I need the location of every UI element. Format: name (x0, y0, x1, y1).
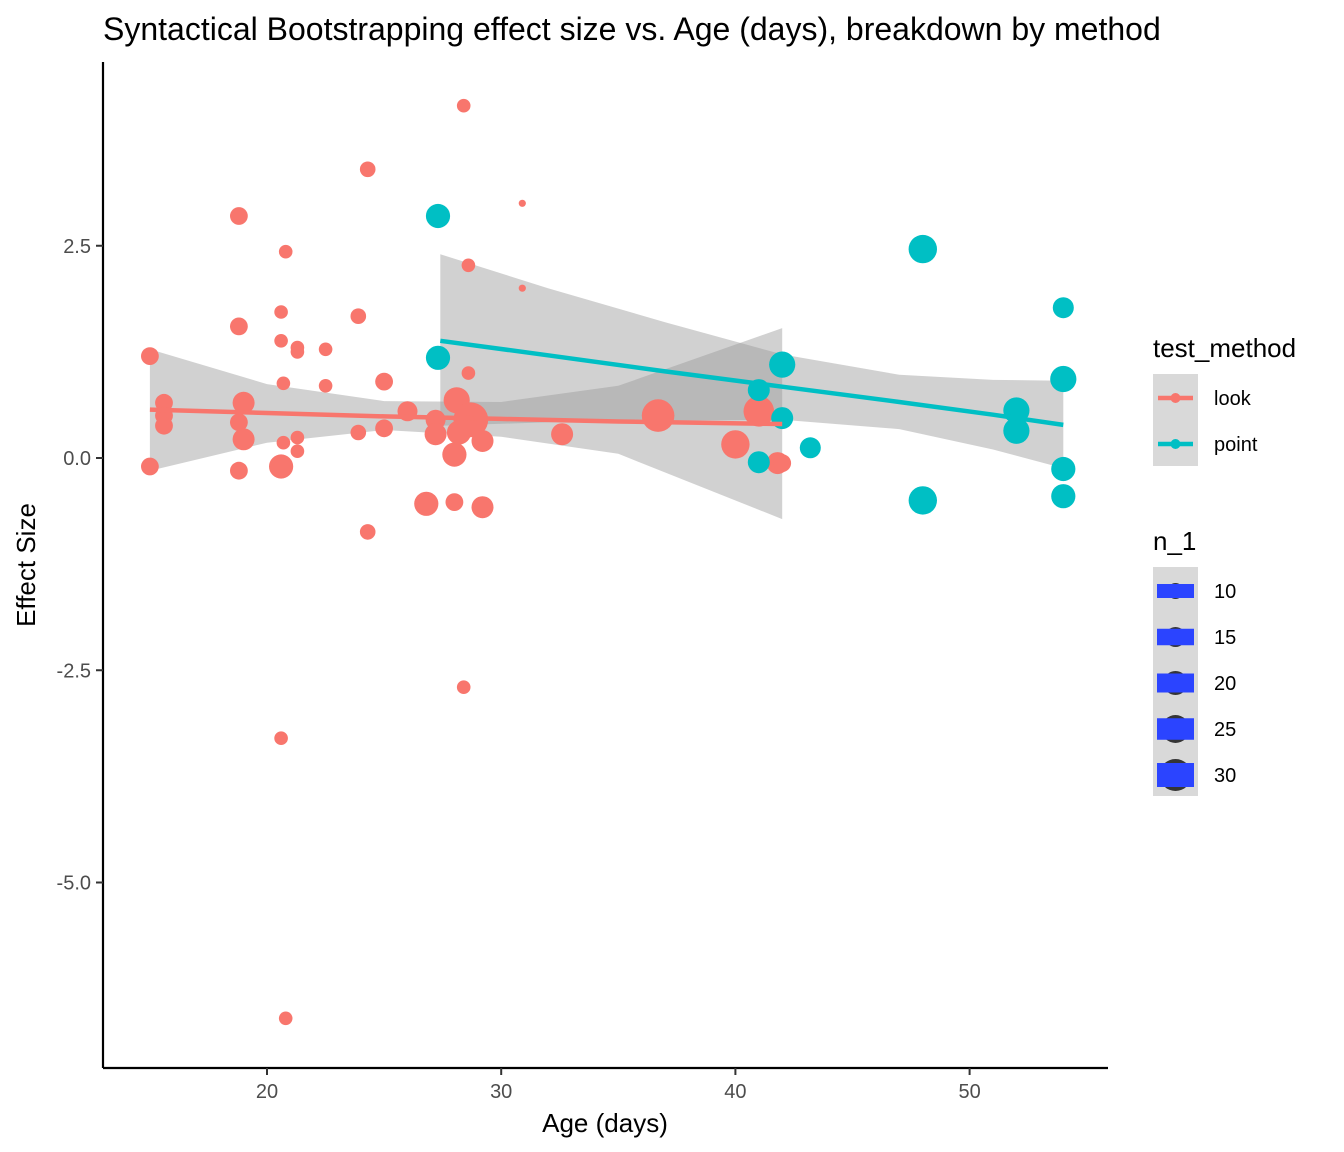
size-legend-swatch-15 (1157, 628, 1194, 646)
point-look (278, 244, 293, 259)
point-look (442, 442, 467, 467)
point-look (350, 308, 367, 325)
point-look (721, 430, 750, 459)
size-legend-label-30: 30 (1214, 765, 1236, 787)
point-point (908, 486, 937, 515)
point-look (276, 376, 291, 391)
legend-label-look: look (1214, 388, 1252, 410)
point-look (232, 391, 255, 414)
size-legend-swatch-20 (1157, 673, 1194, 693)
ribbon-point (440, 254, 1064, 469)
point-look (359, 524, 376, 540)
legend-key-dot-look (1170, 393, 1181, 403)
plot-panel: 20 30 40 50 2.5 0.0 -2.5 -5.0 (57, 62, 1108, 1103)
point-look (276, 435, 291, 450)
point-look (269, 454, 294, 479)
point-look (445, 493, 464, 511)
fit-lines (149, 338, 1064, 428)
point-look (414, 491, 439, 516)
fit-line-look (149, 407, 783, 427)
point-point (908, 234, 937, 264)
point-look (230, 207, 248, 225)
point-look (274, 305, 288, 319)
point-look (424, 423, 447, 446)
point-look (743, 396, 775, 427)
x-tick-label: 50 (958, 1081, 980, 1103)
point-look (278, 1011, 293, 1026)
point-look (274, 731, 288, 745)
size-legend-label-20: 20 (1214, 673, 1236, 695)
color-legend-title: test_method (1153, 333, 1296, 363)
point-look (290, 430, 305, 445)
legend-key-dot-point (1170, 439, 1181, 449)
point-point (1052, 297, 1074, 319)
size-legend-label-15: 15 (1214, 627, 1236, 649)
point-look (141, 457, 159, 476)
point-look (461, 258, 476, 273)
data-points (141, 98, 1077, 1026)
point-point (425, 203, 451, 229)
size-legend-label-10: 10 (1214, 581, 1236, 603)
point-look (290, 345, 305, 359)
point-look (318, 342, 333, 357)
point-look (518, 284, 526, 292)
point-point (1051, 456, 1076, 482)
point-look (551, 423, 574, 446)
point-look (456, 98, 471, 113)
point-look (471, 496, 494, 519)
y-axis-title: Effect Size (11, 503, 41, 627)
point-look (518, 199, 526, 207)
x-tick-label: 20 (256, 1081, 278, 1103)
point-look (375, 372, 393, 391)
point-look (318, 379, 333, 393)
point-look (471, 430, 494, 452)
point-look (155, 416, 173, 435)
color-legend-key-bg (1153, 374, 1198, 466)
point-look (274, 334, 288, 348)
size-legend: n_1 10 15 20 25 30 (1153, 526, 1236, 796)
legend-label-point: point (1214, 434, 1258, 456)
chart-title: Syntactical Bootstrapping effect size vs… (103, 11, 1161, 47)
point-point (1003, 417, 1030, 444)
point-look (232, 428, 255, 451)
point-look (141, 347, 159, 365)
y-tick-label: -2.5 (57, 660, 91, 682)
size-legend-title: n_1 (1153, 526, 1196, 556)
size-legend-swatch-25 (1157, 718, 1194, 740)
point-point (747, 451, 770, 474)
y-tick-label: 0.0 (63, 448, 91, 470)
point-look (461, 366, 476, 380)
point-point (425, 345, 451, 370)
y-tick-label: 2.5 (63, 236, 91, 258)
x-axis-ticks: 20 30 40 50 (256, 1068, 981, 1103)
size-legend-swatch-10 (1157, 584, 1194, 598)
point-point (799, 437, 821, 459)
point-look (230, 317, 248, 336)
point-look (155, 393, 173, 412)
point-look (375, 419, 393, 438)
point-point (1051, 484, 1076, 509)
color-legend: test_method look point (1153, 333, 1296, 466)
x-axis-title: Age (days) (542, 1108, 668, 1138)
point-look (230, 413, 248, 432)
y-tick-label: -5.0 (57, 873, 91, 895)
x-tick-label: 30 (490, 1081, 512, 1103)
size-legend-swatch-30 (1157, 763, 1194, 787)
point-point (769, 351, 796, 378)
y-axis-ticks: 2.5 0.0 -2.5 -5.0 (57, 236, 103, 895)
point-look (359, 161, 376, 178)
point-look (641, 399, 675, 432)
x-tick-label: 40 (724, 1081, 746, 1103)
fit-line-point (439, 338, 1064, 428)
point-look (230, 461, 248, 480)
size-legend-label-25: 25 (1214, 719, 1236, 741)
point-look (456, 680, 471, 694)
point-look (290, 444, 305, 459)
point-look (773, 454, 792, 472)
point-point (1050, 365, 1077, 393)
point-look (350, 424, 367, 441)
